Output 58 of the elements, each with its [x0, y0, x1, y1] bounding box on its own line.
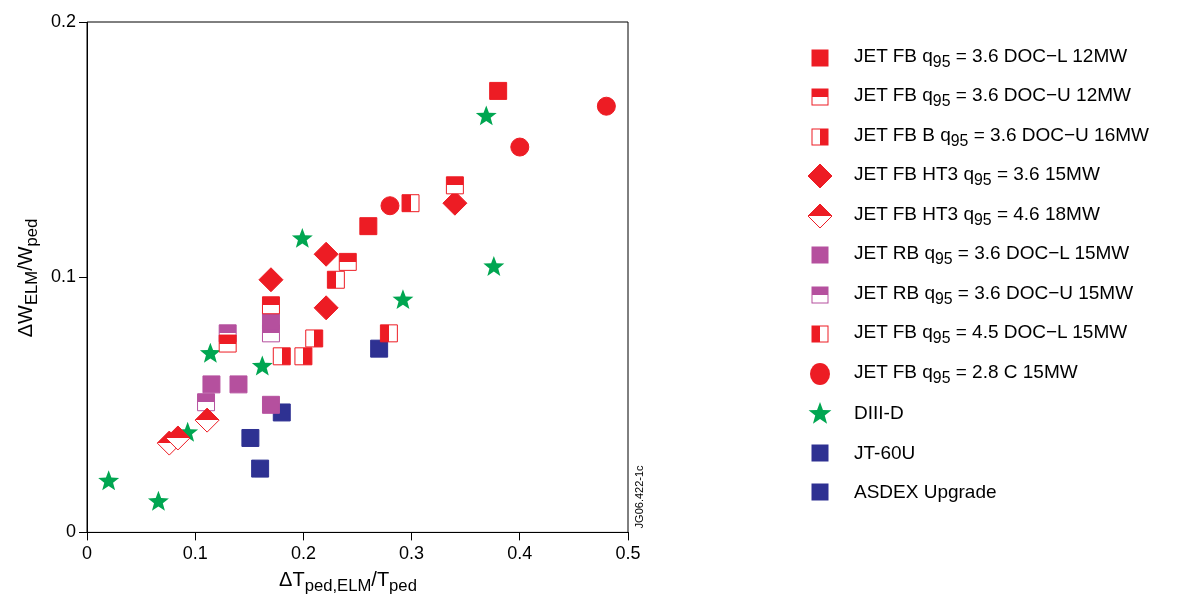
point	[313, 295, 339, 321]
x-tick-label: 0.4	[507, 543, 533, 564]
x-tick-label: 0.3	[399, 543, 425, 564]
point	[272, 347, 291, 366]
point	[596, 96, 616, 116]
legend-label: JET FB HT3 q$_{95}$ = 3.6 15MW	[854, 163, 1100, 190]
y-tick-label: 0.1	[50, 266, 77, 287]
point	[475, 105, 497, 126]
point	[251, 459, 270, 478]
legend-label: JT-60U	[854, 441, 916, 464]
point	[258, 267, 284, 293]
legend-label: ASDEX Upgrade	[854, 481, 997, 504]
point	[379, 324, 398, 343]
point	[294, 347, 313, 366]
x-tick-label: 0.1	[182, 543, 208, 564]
legend-label: JET FB q$_{95}$ = 2.8 C 15MW	[854, 360, 1078, 387]
point	[202, 375, 221, 394]
point	[510, 137, 530, 157]
point	[338, 252, 357, 271]
legend-label: JET FB B q$_{95}$ = 3.6 DOC−U 16MW	[854, 123, 1149, 150]
point	[147, 490, 169, 511]
point	[483, 255, 505, 276]
x-tick-label: 0.2	[290, 543, 316, 564]
legend-label: JET FB q$_{95}$ = 3.6 DOC−U 12MW	[854, 84, 1132, 111]
legend-label: JET FB HT3 q$_{95}$ = 4.6 18MW	[854, 202, 1100, 229]
legend-label: JET RB q$_{95}$ = 3.6 DOC−L 15MW	[854, 242, 1130, 269]
point	[199, 342, 221, 363]
x-tick-label: 0	[82, 543, 93, 564]
point	[165, 425, 191, 451]
point	[218, 334, 237, 353]
point	[194, 407, 220, 433]
point	[401, 194, 420, 213]
point	[261, 296, 280, 315]
point	[229, 375, 248, 394]
y-tick-label: 0.2	[50, 10, 77, 31]
legend-label: JET RB q$_{95}$ = 3.6 DOC−U 15MW	[854, 281, 1134, 308]
point	[98, 470, 120, 491]
point	[359, 217, 378, 236]
point	[489, 81, 508, 100]
x-axis-title: ΔT$_{ped,ELM}$/T$_{ped}$	[278, 568, 418, 596]
legend-label: JET FB q$_{95}$ = 3.6 DOC−L 12MW	[854, 44, 1128, 71]
point	[251, 355, 273, 376]
legend-label: DIII-D	[854, 402, 904, 425]
point	[326, 270, 345, 289]
point	[241, 428, 260, 447]
point	[291, 227, 313, 248]
legend-label: JET FB q$_{95}$ = 4.5 DOC−L 15MW	[854, 321, 1128, 348]
x-tick-label: 0.5	[615, 543, 641, 564]
point	[392, 289, 414, 310]
text: JG06.422-1c	[633, 464, 646, 529]
point	[313, 241, 339, 267]
point	[305, 329, 324, 348]
point	[197, 393, 216, 412]
point	[445, 176, 464, 195]
point	[370, 339, 389, 358]
y-tick-label: 0	[66, 521, 77, 542]
point	[261, 395, 280, 414]
point	[380, 196, 400, 216]
